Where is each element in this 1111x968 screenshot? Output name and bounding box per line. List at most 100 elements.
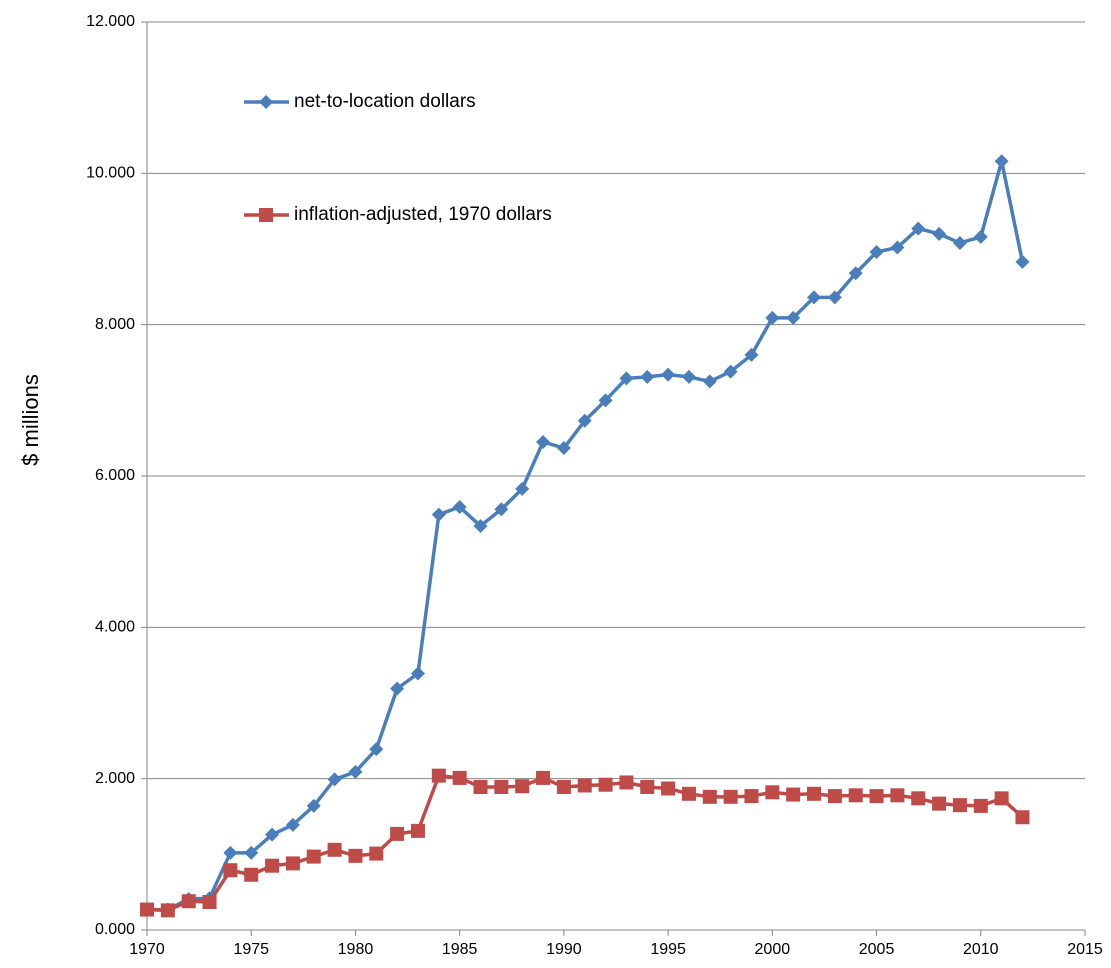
marker [494,502,509,517]
marker [890,788,905,803]
marker [994,154,1009,169]
marker [259,95,273,109]
marker [160,903,175,918]
marker [265,827,280,842]
marker [994,791,1009,806]
x-tick-label: 1995 [650,941,686,958]
y-tick-label: 4.000 [95,619,135,636]
marker [640,779,655,794]
marker [536,770,551,785]
marker [348,848,363,863]
marker [723,789,738,804]
marker [765,785,780,800]
marker [932,226,947,241]
legend-label: net-to-location dollars [294,91,476,112]
marker [869,789,884,804]
y-axis-label: $ millions [18,374,43,466]
marker [327,842,342,857]
marker [536,434,551,449]
marker [911,221,926,236]
marker [515,779,530,794]
marker [848,266,863,281]
marker [306,849,321,864]
legend: net-to-location dollars inflation-adjuste… [244,91,552,225]
marker [786,787,801,802]
marker [973,229,988,244]
marker [577,413,592,428]
marker [890,240,905,255]
x-tick-label: 2015 [1067,941,1103,958]
marker [765,310,780,325]
y-tick-label: 2.000 [95,770,135,787]
series [140,154,1030,917]
marker [369,846,384,861]
y-tick-label: 10.000 [86,165,135,182]
marker [410,666,425,681]
marker [661,367,676,382]
marker [723,364,738,379]
marker [827,789,842,804]
marker [202,895,217,910]
marker [348,764,363,779]
marker [952,798,967,813]
marker [661,781,676,796]
marker [744,347,759,362]
y-tick-label: 0.000 [95,921,135,938]
marker [973,798,988,813]
marker [827,290,842,305]
y-tick-label: 6.000 [95,467,135,484]
legend-label: inflation-adjusted, 1970 dollars [294,204,552,225]
marker [452,770,467,785]
marker [369,742,384,757]
marker [306,798,321,813]
marker [556,779,571,794]
marker [619,371,634,386]
marker [1015,810,1030,825]
marker [598,393,613,408]
marker [911,791,926,806]
marker [285,817,300,832]
x-tick-label: 1985 [442,941,478,958]
marker [932,796,947,811]
series [140,768,1030,918]
marker [807,786,822,801]
x-tick-label: 1980 [338,941,374,958]
marker [181,894,196,909]
x-tick-label: 1990 [546,941,582,958]
x-tick-label: 1975 [233,941,269,958]
y-tick-label: 8.000 [95,316,135,333]
marker [140,902,154,917]
marker [577,778,592,793]
x-tick-label: 2005 [859,941,895,958]
marker [223,863,238,878]
marker [452,500,467,515]
marker [223,845,238,860]
marker [473,518,488,533]
marker [848,788,863,803]
marker [431,507,446,522]
marker [702,789,717,804]
x-tick-label: 2000 [755,941,791,958]
marker [681,369,696,384]
marker [410,823,425,838]
marker [244,867,259,882]
marker [744,789,759,804]
marker [265,858,280,873]
marker [619,775,634,790]
marker [285,856,300,871]
marker [681,786,696,801]
marker [244,845,259,860]
marker [952,235,967,250]
marker [640,369,655,384]
marker [327,772,342,787]
marker [807,290,822,305]
marker [702,374,717,389]
marker [390,826,405,841]
marker [1015,254,1030,269]
marker [390,681,405,696]
x-tick-label: 1970 [129,941,165,958]
marker [598,777,613,792]
marker [259,208,273,222]
